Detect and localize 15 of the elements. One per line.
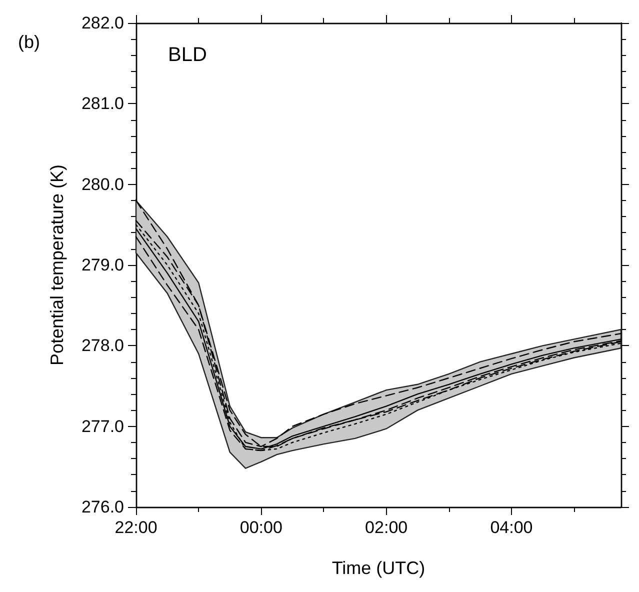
- x-tick-label: 02:00: [365, 518, 408, 537]
- y-tick-label: 280.0: [81, 174, 124, 194]
- text: (b): [18, 32, 40, 52]
- y-tick-label: 279.0: [81, 256, 124, 274]
- x-tick-label: 22:00: [114, 518, 158, 537]
- y-tick-label: 281.0: [81, 94, 124, 114]
- y-tick-label: 278.0: [81, 336, 124, 356]
- y-tick-label: 276.0: [81, 498, 124, 516]
- x-tick-label: 04:00: [490, 518, 533, 537]
- y-axis-title: Potential temperature (K): [47, 164, 67, 366]
- y-tick-label: 277.0: [81, 416, 124, 436]
- annotation: BLD: [168, 44, 207, 66]
- y-tick-label: 282.0: [81, 14, 124, 32]
- x-tick-label: 00:00: [240, 518, 282, 537]
- x-axis-title: Time (UTC): [332, 558, 426, 578]
